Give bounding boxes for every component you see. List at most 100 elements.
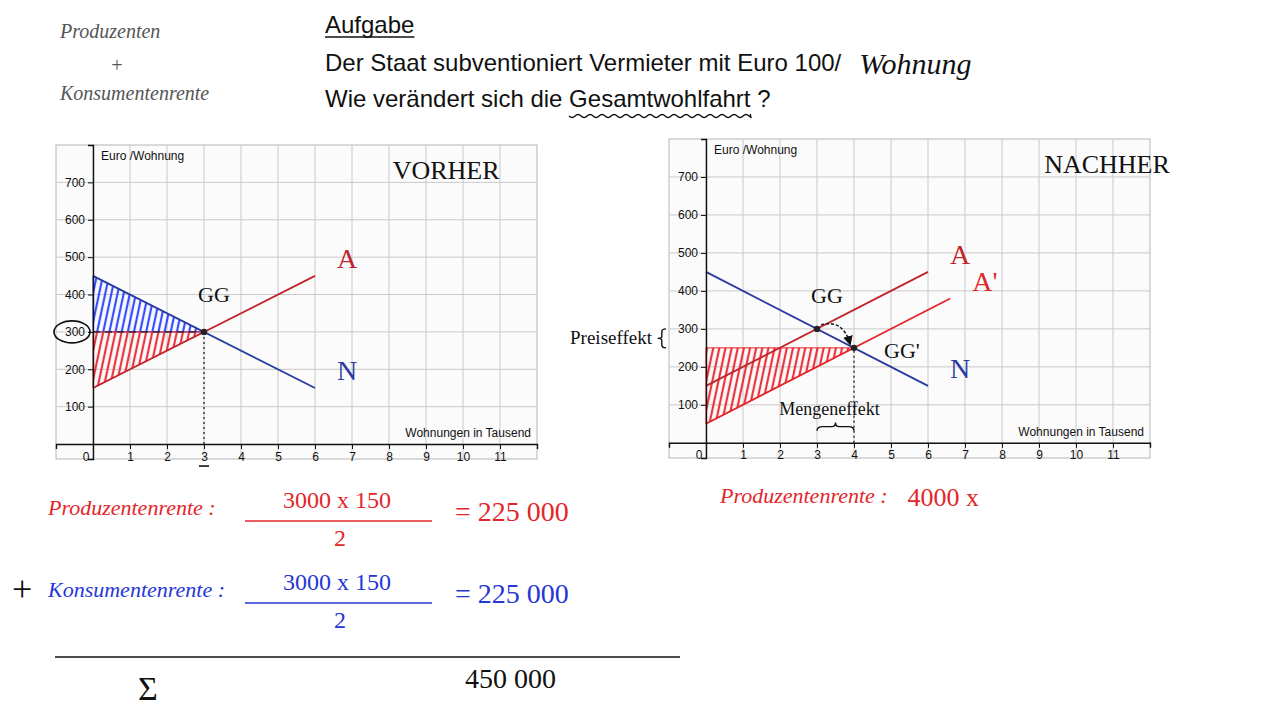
y-tick: 100 xyxy=(678,398,706,412)
tick-mark xyxy=(426,444,427,449)
x-tick: 1 xyxy=(127,444,134,464)
tick-mark xyxy=(743,443,744,448)
task-note: Wohnung xyxy=(859,47,971,80)
tick-label: 3 xyxy=(814,448,821,462)
grid-line xyxy=(426,145,427,459)
tick-label: 9 xyxy=(1036,448,1043,462)
tick-label: 2 xyxy=(164,450,171,464)
calc-result: = 225 000 xyxy=(455,496,569,527)
x-axis-title: Wohnungen in Tausend xyxy=(405,426,531,440)
grid-line xyxy=(1076,139,1077,458)
tick-mark xyxy=(463,444,464,449)
calc-denominator: 2 xyxy=(334,607,346,633)
x-tick: 7 xyxy=(349,444,356,464)
x-tick: 2 xyxy=(164,444,171,464)
effect-label: Mengeneffekt xyxy=(779,399,880,419)
series-label: N xyxy=(337,355,357,386)
x-tick: 1 xyxy=(740,443,747,463)
tick-label: 1 xyxy=(127,450,134,464)
tick-label: 400 xyxy=(678,284,698,298)
chart: 01234567891011100200300400500600700Euro … xyxy=(570,139,1170,462)
tick-mark xyxy=(389,444,390,449)
grid-line xyxy=(241,145,242,459)
tick-mark xyxy=(1039,443,1040,448)
tick-mark xyxy=(854,443,855,448)
heading-underline xyxy=(325,36,414,38)
guide-line xyxy=(93,331,204,332)
tick-mark xyxy=(500,444,501,449)
sum-symbol: Σ xyxy=(138,670,158,707)
y-axis: 100200300400500600700 xyxy=(65,146,94,460)
tick-mark xyxy=(965,443,966,448)
y-tick: 400 xyxy=(678,284,706,298)
tick-mark xyxy=(88,182,93,183)
tick-label: 700 xyxy=(65,176,85,190)
tick-mark xyxy=(701,291,706,292)
tick-label: 200 xyxy=(678,360,698,374)
tick-mark xyxy=(88,369,93,370)
tick-mark xyxy=(701,367,706,368)
tick-label: 200 xyxy=(65,363,85,377)
tick-circle xyxy=(54,321,90,343)
x-tick: 9 xyxy=(1036,443,1043,463)
equilibrium-point xyxy=(201,329,207,335)
grid-line xyxy=(1113,139,1114,458)
tick-label: 300 xyxy=(65,325,85,339)
tick-underline xyxy=(199,465,209,467)
tick-label: 600 xyxy=(65,213,85,227)
tick-label: 6 xyxy=(925,448,932,462)
grid-line xyxy=(1002,139,1003,458)
grid xyxy=(669,139,1150,458)
tick-label: 9 xyxy=(423,450,430,464)
shift-arrow xyxy=(821,324,850,344)
tick-mark xyxy=(891,443,892,448)
tick-mark xyxy=(701,253,706,254)
background xyxy=(0,0,1280,720)
tick-mark xyxy=(130,444,131,449)
tick-label: 0 xyxy=(83,450,90,464)
tick-mark xyxy=(928,443,929,448)
chart-title: VORHER xyxy=(393,156,501,185)
tick-mark xyxy=(701,177,706,178)
grid-line xyxy=(56,406,537,407)
task-part: Gesamtwohlfahrt xyxy=(569,85,751,112)
y-axis: 100200300400500600700 xyxy=(678,140,707,459)
grid-line xyxy=(669,252,1150,253)
y-tick: 200 xyxy=(678,360,706,374)
x-tick: 0 xyxy=(83,444,94,464)
y-axis-line xyxy=(701,140,707,459)
grid-line xyxy=(669,214,1150,215)
tick-label: 8 xyxy=(386,450,393,464)
x-tick: 6 xyxy=(925,443,932,463)
tick-label: 5 xyxy=(888,448,895,462)
x-axis: 01234567891011 xyxy=(57,444,538,464)
tick-label: 100 xyxy=(65,400,85,414)
calc-label: Produzentenrente : xyxy=(719,483,888,508)
y-tick: 400 xyxy=(65,288,93,302)
grid-line xyxy=(463,145,464,459)
effect-brace xyxy=(817,422,854,430)
tick-label: 5 xyxy=(275,450,282,464)
x-tick: 11 xyxy=(1107,443,1120,463)
tick-label: 1 xyxy=(740,448,747,462)
y-tick: 600 xyxy=(678,208,706,222)
tick-label: 7 xyxy=(962,448,969,462)
equilibrium-point xyxy=(814,326,820,332)
x-tick: 3 xyxy=(201,444,208,464)
grid-line xyxy=(891,139,892,458)
point-label: GG xyxy=(811,283,843,308)
tick-label: 3 xyxy=(201,450,208,464)
series-line xyxy=(706,272,928,386)
tick-mark xyxy=(88,295,93,296)
note-text: Konsumentenrente xyxy=(59,82,209,104)
tick-mark xyxy=(352,444,353,449)
calc-sign: + xyxy=(12,569,32,609)
x-tick: 0 xyxy=(696,443,707,463)
tick-mark xyxy=(167,444,168,449)
y-tick: 700 xyxy=(678,170,706,184)
calc-numerator: 3000 x 150 xyxy=(283,569,391,595)
x-tick: 10 xyxy=(457,444,471,464)
x-tick: 5 xyxy=(888,443,895,463)
tick-label: 8 xyxy=(999,448,1006,462)
marks xyxy=(706,272,950,443)
